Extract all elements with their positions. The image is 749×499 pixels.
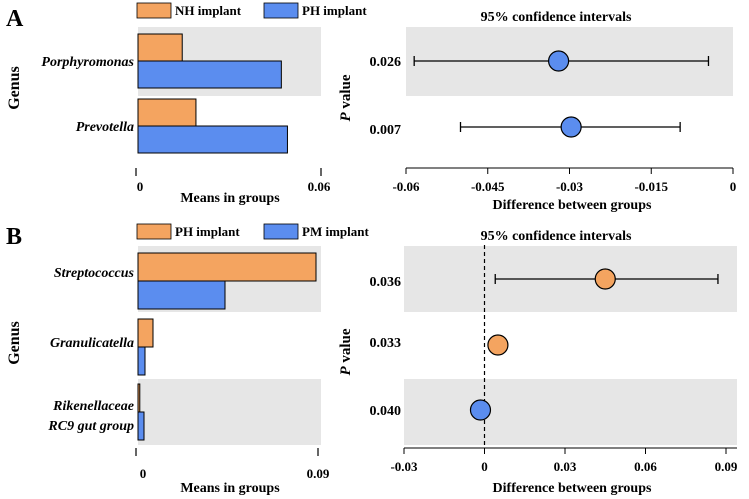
- ci-x-tick-label-1: -0.045: [471, 179, 505, 194]
- ci-point-0: [594, 268, 616, 290]
- category-label-prevotella: Prevotella: [76, 120, 134, 135]
- pvalue-label-b-2: 0.040: [370, 404, 402, 419]
- y-axis-label-genus-a: Genus: [6, 66, 23, 110]
- x-axis-label-a: Means in groups: [180, 191, 280, 206]
- panel-a-ci-chart: 95% confidence intervals 0.026 0.007 P v…: [338, 10, 736, 213]
- legend-b-swatch-1: [263, 223, 299, 240]
- pvalue-label-b-1: 0.033: [370, 336, 402, 351]
- ci-band-b-2: [404, 379, 737, 445]
- panel-a-bar-chart: NH implant PH implant Porphyromonas Prev…: [6, 2, 367, 206]
- category-label-rikenellaceae-line1: Rikenellaceae: [52, 399, 134, 414]
- legend-a-label-0: NH implant: [175, 3, 242, 18]
- ci-title-a: 95% confidence intervals: [481, 10, 632, 25]
- x-tick-label-b-1: 0.09: [307, 466, 330, 481]
- bar-porphyromonas-ph-implant: [137, 60, 282, 89]
- ci-x-tick-label-0: -0.03: [390, 459, 418, 474]
- ci-point-0: [547, 50, 570, 72]
- ci-x-tick-label-4: 0.09: [715, 459, 738, 474]
- category-label-granulicatella: Granulicatella: [50, 336, 134, 351]
- ci-title-b: 95% confidence intervals: [481, 229, 632, 244]
- ci-x-tick-label-1: 0: [481, 459, 488, 474]
- ci-x-tick-label-2: -0.03: [556, 179, 584, 194]
- x-tick-label-a-1: 0.06: [308, 179, 331, 194]
- bar-rikenellaceae-rc9-gut-group-pm-implant: [137, 411, 145, 441]
- ci-x-tick-label-0: -0.06: [392, 179, 420, 194]
- ci-y-axis-label-a: P value: [338, 74, 354, 121]
- bar-prevotella-nh-implant: [137, 98, 197, 127]
- x-tick-label-a-0: 0: [137, 179, 144, 194]
- bar-rikenellaceae-rc9-gut-group-ph-implant: [137, 383, 141, 413]
- bar-porphyromonas-nh-implant: [137, 33, 183, 62]
- panel-b-ci-chart: 95% confidence intervals 0.036 0.033 0.0…: [338, 229, 738, 496]
- ci-x-tick-label-3: 0.06: [634, 459, 657, 474]
- x-axis-label-b: Means in groups: [180, 481, 280, 496]
- legend-b-label-1: PM implant: [302, 224, 369, 239]
- ci-point-1: [487, 334, 509, 356]
- band-b-2: [138, 379, 321, 445]
- ci-y-axis-label-b: P value: [338, 328, 354, 375]
- ci-point-1: [560, 116, 582, 138]
- legend-b: PH implant PM implant: [136, 223, 369, 240]
- legend-a-label-1: PH implant: [302, 3, 367, 18]
- panel-label-b: B: [6, 224, 22, 250]
- x-tick-label-b-0: 0: [140, 466, 147, 481]
- ci-x-tick-label-2: 0.03: [554, 459, 577, 474]
- pvalue-label-b-0: 0.036: [370, 275, 402, 290]
- bar-streptococcus-pm-implant: [137, 280, 226, 310]
- ci-x-tick-label-3: -0.015: [634, 179, 668, 194]
- ci-point-2: [469, 399, 492, 421]
- legend-a-swatch-0: [136, 2, 172, 19]
- bar-prevotella-ph-implant: [137, 125, 288, 154]
- legend-a: NH implant PH implant: [136, 2, 367, 19]
- category-label-streptococcus: Streptococcus: [54, 266, 135, 281]
- ci-x-axis-label-a: Difference between groups: [493, 198, 652, 213]
- category-label-porphyromonas: Porphyromonas: [41, 55, 134, 70]
- bar-granulicatella-ph-implant: [137, 318, 154, 348]
- legend-b-label-0: PH implant: [175, 224, 240, 239]
- bar-granulicatella-pm-implant: [137, 346, 146, 376]
- pvalue-label-a-0: 0.026: [370, 55, 402, 70]
- y-axis-label-genus-b: Genus: [6, 321, 23, 365]
- panel-label-a: A: [6, 6, 24, 32]
- bar-streptococcus-ph-implant: [137, 252, 317, 282]
- category-label-rikenellaceae-line2: RC9 gut group: [47, 419, 134, 434]
- legend-b-swatch-0: [136, 223, 172, 240]
- pvalue-label-a-1: 0.007: [370, 123, 402, 138]
- ci-x-tick-label-4: 0: [730, 179, 737, 194]
- panel-b-bar-chart: PH implant PM implant Streptococcus Gran…: [6, 223, 369, 496]
- legend-a-swatch-1: [263, 2, 299, 19]
- ci-x-axis-label-b: Difference between groups: [493, 481, 652, 496]
